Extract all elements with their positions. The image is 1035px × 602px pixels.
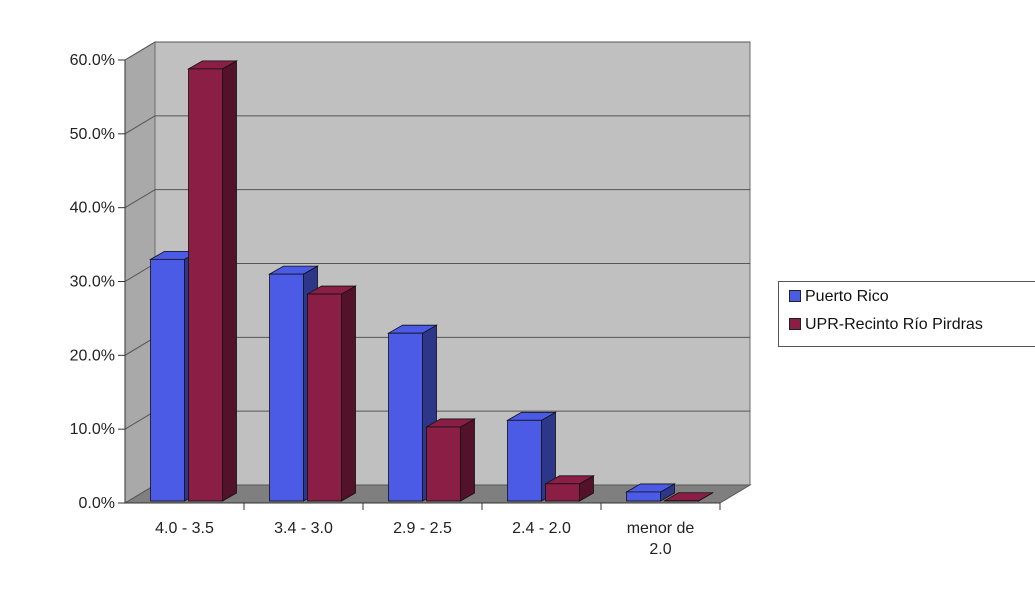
chart-legend: Puerto Rico UPR-Recinto Río Pirdras bbox=[778, 281, 1035, 347]
y-tick-label: 60.0% bbox=[70, 52, 115, 69]
x-tick-label: 2.9 - 2.5 bbox=[393, 520, 452, 537]
gridline-side bbox=[124, 115, 156, 135]
x-tick-label: 2.0 bbox=[649, 541, 671, 558]
bar bbox=[507, 419, 542, 502]
legend-item-upr-recinto: UPR-Recinto Río Pirdras bbox=[789, 315, 983, 335]
bar bbox=[307, 293, 342, 502]
x-tick-label: menor de bbox=[627, 520, 695, 537]
bar bbox=[150, 258, 185, 502]
gridline-side bbox=[124, 410, 156, 430]
gridline-side bbox=[124, 263, 156, 282]
bar bbox=[426, 426, 461, 502]
legend-label-puerto-rico: Puerto Rico bbox=[805, 288, 889, 305]
bar bbox=[388, 332, 423, 502]
bar-side bbox=[460, 418, 475, 502]
gridline-side bbox=[124, 189, 156, 209]
gridline-side bbox=[124, 41, 156, 61]
y-tick-label: 40.0% bbox=[70, 200, 115, 217]
bar bbox=[188, 68, 223, 502]
bar bbox=[626, 491, 661, 502]
legend-swatch-puerto-rico bbox=[789, 290, 801, 302]
bar bbox=[269, 273, 304, 502]
y-tick-label: 30.0% bbox=[70, 274, 115, 291]
y-tick-label: 20.0% bbox=[70, 347, 115, 364]
x-tick-label: 4.0 - 3.5 bbox=[155, 520, 214, 537]
gridline-side bbox=[124, 336, 156, 356]
legend-item-puerto-rico: Puerto Rico bbox=[789, 287, 889, 307]
x-tick-label: 3.4 - 3.0 bbox=[274, 520, 333, 537]
y-tick-label: 50.0% bbox=[70, 126, 115, 143]
legend-swatch-upr-recinto bbox=[789, 318, 801, 330]
bar-side bbox=[341, 285, 356, 502]
bar-side bbox=[222, 60, 237, 502]
bar bbox=[545, 483, 580, 502]
y-tick-label: 10.0% bbox=[70, 421, 115, 438]
x-tick-label: 2.4 - 2.0 bbox=[512, 520, 571, 537]
y-tick-label: 0.0% bbox=[79, 495, 115, 512]
legend-label-upr-recinto: UPR-Recinto Río Pirdras bbox=[805, 316, 983, 333]
